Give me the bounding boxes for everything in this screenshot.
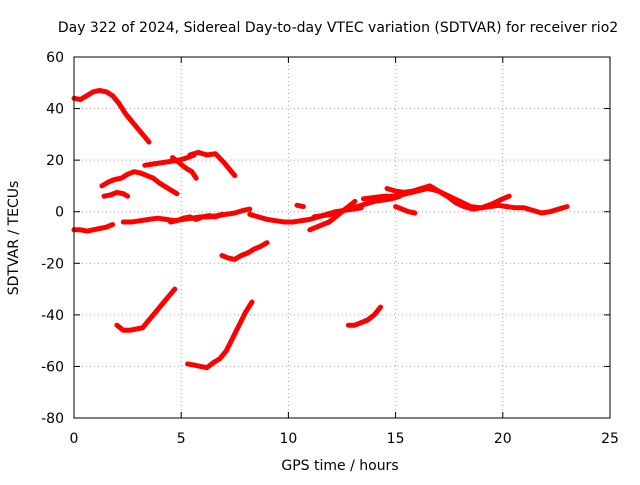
y-axis-title: SDTVAR / TECUs xyxy=(6,181,22,296)
x-tick-label: 10 xyxy=(279,431,297,447)
data-series-arc-20 xyxy=(345,304,384,328)
data-series-arc-17 xyxy=(219,240,270,262)
data-series-arc-11 xyxy=(294,202,306,210)
x-tick-label: 0 xyxy=(70,431,79,447)
data-series-arc-19 xyxy=(185,299,255,371)
x-tick-label: 15 xyxy=(387,431,405,447)
data-series-arc-09 xyxy=(168,211,225,225)
plot-frame xyxy=(73,56,611,419)
tick-layer xyxy=(73,56,611,419)
y-tick-label: -80 xyxy=(41,411,64,427)
y-tick-label: -40 xyxy=(41,308,64,324)
x-tick-label: 25 xyxy=(601,431,619,447)
y-tick-label: 0 xyxy=(55,205,64,221)
label-layer: 0 5 10 15 20 25 -80 -60 -40 -20 0 20 40 60 xyxy=(41,50,619,447)
y-tick-label: 40 xyxy=(46,102,64,118)
data-series-arc-18 xyxy=(114,286,178,333)
data-series-arc-16 xyxy=(393,204,418,216)
chart-title: Day 322 of 2024, Sidereal Day-to-day VTE… xyxy=(58,20,618,36)
data-layer xyxy=(71,88,570,371)
y-tick-label: -20 xyxy=(41,256,64,272)
x-tick-label: 20 xyxy=(494,431,512,447)
data-series-arc-02 xyxy=(99,169,180,197)
y-tick-label: 60 xyxy=(46,50,64,66)
x-axis-title: GPS time / hours xyxy=(281,458,398,474)
data-series-arc-04 xyxy=(142,152,197,168)
data-series-arc-13 xyxy=(311,193,403,220)
data-series-arc-01 xyxy=(71,88,152,145)
data-series-arc-15 xyxy=(384,183,570,216)
grid-layer xyxy=(74,57,610,418)
data-series-arc-06 xyxy=(187,149,238,179)
y-tick-label: -60 xyxy=(41,359,64,375)
data-series-arc-05 xyxy=(170,155,199,181)
x-tick-label: 5 xyxy=(177,431,186,447)
y-tick-label: 20 xyxy=(46,153,64,169)
data-series-arc-03 xyxy=(101,189,131,199)
data-series-arc-07 xyxy=(71,222,116,234)
